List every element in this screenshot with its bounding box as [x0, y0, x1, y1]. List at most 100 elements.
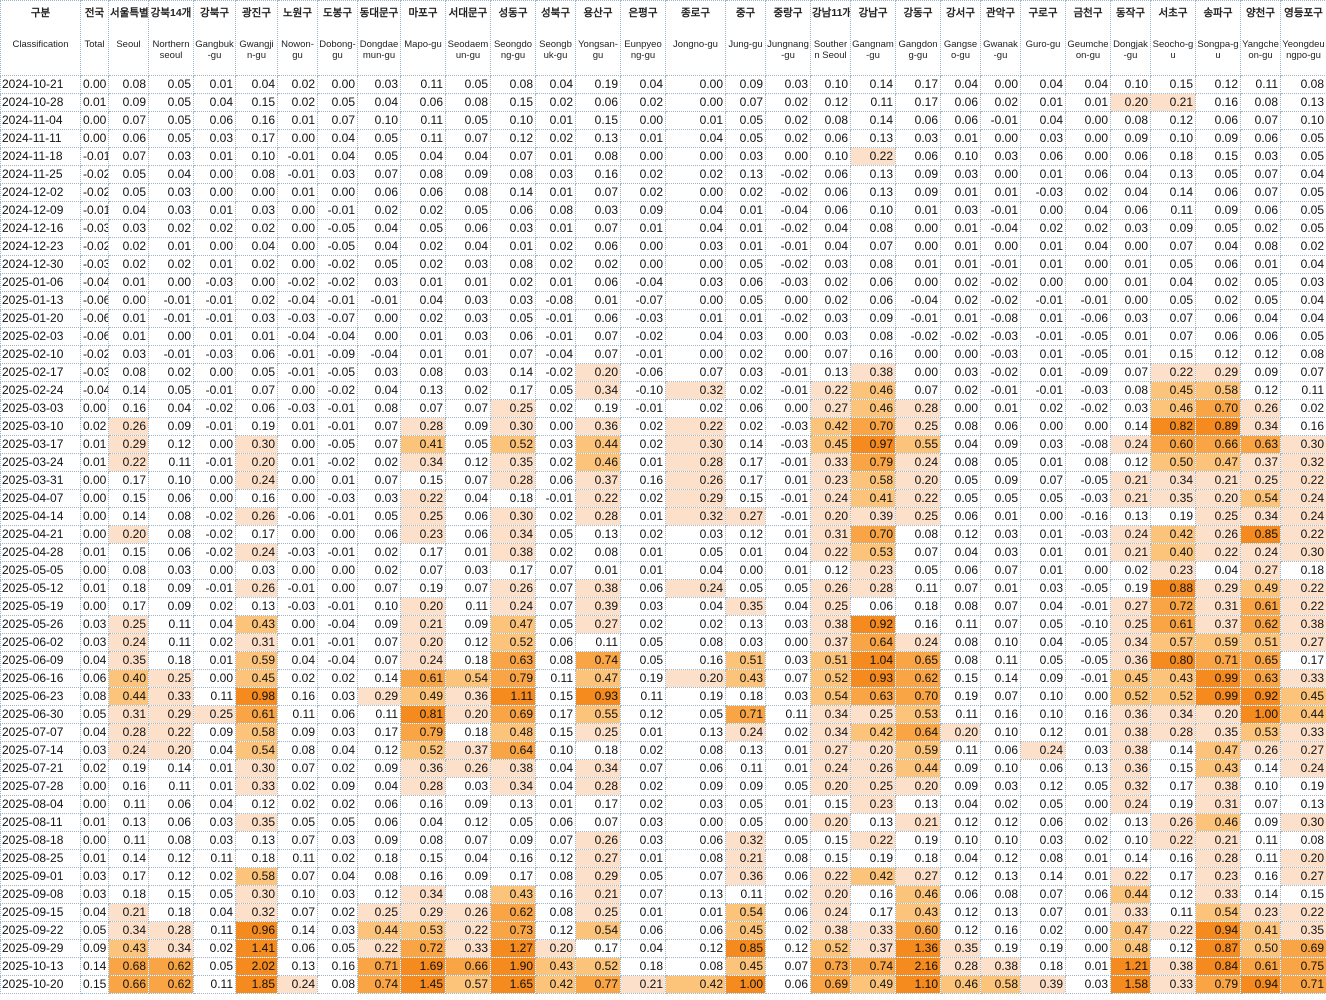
value-cell: 0.11 — [277, 849, 318, 868]
value-cell: 0.06 — [235, 399, 278, 418]
value-cell: 0.03 — [810, 327, 851, 346]
value-cell: 0.25 — [108, 615, 149, 634]
value-cell: 0.24 — [235, 543, 278, 562]
data-row: 2025-02-10 -0.02 0.03 -0.01 -0.03 0.06 -0.01 -0… — [0, 345, 1326, 364]
value-cell: 0.00 — [980, 75, 1021, 94]
value-cell: 0.04 — [400, 147, 446, 166]
value-cell: 0.34 — [1240, 507, 1281, 526]
value-cell: 0.44 — [895, 759, 941, 778]
value-cell: 0.24 — [1240, 543, 1281, 562]
header-english: Seodaemun-gu — [447, 39, 489, 61]
value-cell: 0.03 — [148, 183, 194, 202]
value-cell: -0.01 — [193, 309, 236, 328]
value-cell: 0.04 — [235, 75, 278, 94]
value-cell: -0.01 — [980, 201, 1021, 220]
header-korean: 동대문구 — [359, 7, 399, 19]
value-cell: 0.28 — [575, 507, 621, 526]
value-cell: 0.06 — [765, 867, 811, 886]
value-cell: 0.25 — [575, 723, 621, 742]
value-cell: 0.33 — [1280, 669, 1326, 688]
value-cell: 0.02 — [620, 183, 666, 202]
value-cell: 0.00 — [765, 327, 811, 346]
value-cell: 0.03 — [317, 831, 358, 850]
value-cell: 1.90 — [490, 957, 536, 976]
value-cell: 0.06 — [148, 813, 194, 832]
value-cell: 0.01 — [1110, 345, 1151, 364]
value-cell: 0.52 — [490, 633, 536, 652]
value-cell: -0.03 — [765, 435, 811, 454]
value-cell: -0.01 — [535, 309, 576, 328]
value-cell: 0.00 — [620, 147, 666, 166]
value-cell: 0.25 — [148, 669, 194, 688]
value-cell: 0.05 — [357, 507, 401, 526]
value-cell: 0.08 — [1020, 849, 1066, 868]
value-cell: 0.05 — [445, 201, 491, 220]
value-cell: 0.07 — [1020, 471, 1066, 490]
value-cell: 0.09 — [980, 435, 1021, 454]
value-cell: 0.62 — [148, 957, 194, 976]
value-cell: 0.02 — [725, 381, 766, 400]
value-cell: 0.31 — [235, 633, 278, 652]
value-cell: 0.46 — [1150, 399, 1196, 418]
value-cell: -0.01 — [1065, 291, 1111, 310]
value-cell: 0.01 — [980, 183, 1021, 202]
value-cell: 0.04 — [1240, 309, 1281, 328]
value-cell: 0.07 — [980, 615, 1021, 634]
value-cell: 0.16 — [535, 885, 576, 904]
value-cell: 0.10 — [1240, 777, 1281, 796]
value-cell: 0.04 — [665, 597, 726, 616]
value-cell: -0.01 — [148, 309, 194, 328]
value-cell: 0.07 — [665, 363, 726, 382]
value-cell: 0.01 — [108, 273, 149, 292]
value-cell: 0.16 — [277, 687, 318, 706]
value-cell: 0.06 — [810, 183, 851, 202]
value-cell: -0.02 — [765, 165, 811, 184]
value-cell: -0.08 — [1065, 435, 1111, 454]
value-cell: 0.07 — [357, 417, 401, 436]
value-cell: 0.05 — [1240, 291, 1281, 310]
value-cell: 0.06 — [357, 795, 401, 814]
value-cell: 0.03 — [445, 309, 491, 328]
date-cell: 2025-10-20 — [0, 975, 81, 994]
value-cell: 0.54 — [810, 687, 851, 706]
data-row: 2025-05-12 0.01 0.18 0.09 -0.01 0.26 -0.01 0.00… — [0, 579, 1326, 598]
value-cell: 0.02 — [1020, 921, 1066, 940]
value-cell: 0.09 — [445, 615, 491, 634]
value-cell: 0.65 — [1240, 651, 1281, 670]
value-cell: 0.08 — [810, 111, 851, 130]
value-cell: -0.04 — [80, 273, 109, 292]
value-cell: 0.07 — [490, 345, 536, 364]
value-cell: 0.07 — [400, 399, 446, 418]
value-cell: 1.69 — [400, 957, 446, 976]
value-cell: 0.12 — [148, 435, 194, 454]
value-cell: 0.00 — [277, 615, 318, 634]
value-cell: 0.02 — [400, 237, 446, 256]
value-cell: 0.11 — [980, 651, 1021, 670]
column-header: 성동구 Seongdong-gu — [490, 0, 536, 76]
value-cell: 0.04 — [148, 165, 194, 184]
value-cell: 0.33 — [1150, 975, 1196, 994]
value-cell: 0.15 — [490, 93, 536, 112]
value-cell: 0.17 — [895, 93, 941, 112]
value-cell: 0.14 — [725, 435, 766, 454]
value-cell: 0.00 — [940, 399, 981, 418]
value-cell: 0.02 — [1240, 219, 1281, 238]
date-cell: 2025-09-15 — [0, 903, 81, 922]
value-cell: 0.33 — [1110, 903, 1151, 922]
value-cell: -0.02 — [80, 237, 109, 256]
value-cell: 0.04 — [317, 129, 358, 148]
value-cell: 0.19 — [575, 75, 621, 94]
value-cell: 0.08 — [277, 741, 318, 760]
value-cell: 0.11 — [725, 885, 766, 904]
value-cell: 0.00 — [620, 255, 666, 274]
value-cell: 0.02 — [620, 165, 666, 184]
value-cell: 0.11 — [850, 93, 896, 112]
value-cell: 0.22 — [1150, 831, 1196, 850]
value-cell: 0.19 — [1020, 939, 1066, 958]
value-cell: 0.18 — [725, 687, 766, 706]
value-cell: 0.06 — [1195, 309, 1241, 328]
value-cell: 0.51 — [725, 651, 766, 670]
header-english: Dongdaemun-gu — [359, 39, 399, 61]
value-cell: 0.01 — [765, 471, 811, 490]
